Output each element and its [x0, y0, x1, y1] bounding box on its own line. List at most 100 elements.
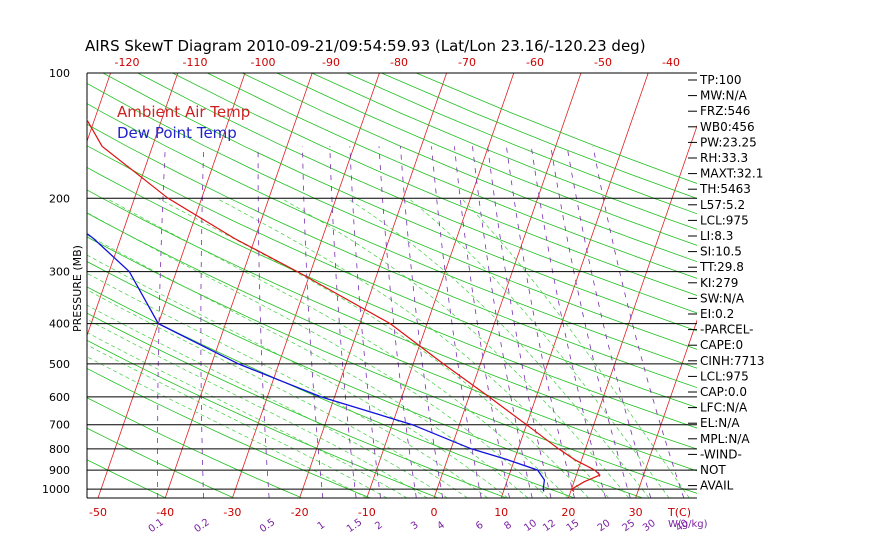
dry-adiabat-line	[172, 73, 697, 296]
top-temp-tick: -110	[183, 56, 208, 69]
dry-adiabat-line	[87, 286, 575, 498]
moist-adiabat-line	[87, 272, 489, 498]
mixing-ratio-tick: 0.5	[258, 517, 277, 535]
top-temp-tick: -60	[526, 56, 544, 69]
mixing-ratio-line	[566, 146, 652, 498]
index-item: PW:23.25	[700, 135, 757, 149]
index-item: MAXT:32.1	[700, 167, 763, 181]
dry-adiabat-line	[276, 73, 697, 246]
dry-adiabat-line	[87, 339, 439, 498]
isotherm-line	[164, 73, 313, 498]
moist-adiabat-line	[87, 356, 367, 498]
mixing-ratio-tick: 0.1	[147, 517, 166, 535]
index-item: -WIND-	[700, 447, 742, 461]
pressure-tick-label: 500	[49, 358, 70, 371]
mixing-ratio-line	[349, 146, 381, 498]
moist-adiabat-line	[157, 197, 589, 498]
index-item: CAPE:0	[700, 338, 743, 352]
index-item: NOT	[700, 463, 726, 477]
y-axis-label: PRESSURE (MB)	[71, 245, 84, 332]
index-item: -PARCEL-	[700, 323, 754, 337]
mixing-ratio-line	[472, 146, 533, 498]
index-item: CAP:0.0	[700, 385, 747, 399]
mixing-ratio-tick: 10	[522, 518, 539, 534]
mixing-ratio-line	[400, 146, 444, 498]
pressure-tick-label: 100	[49, 67, 70, 80]
moist-adiabat-line	[87, 254, 509, 498]
bottom-temp-tick: 0	[431, 506, 438, 519]
dry-adiabat-line	[87, 145, 697, 408]
top-temp-tick: -50	[594, 56, 612, 69]
mixing-ratio-tick: 30	[641, 518, 658, 534]
isotherm-line	[568, 124, 697, 498]
bottom-temp-tick: -10	[358, 506, 376, 519]
moist-adiabat-line	[87, 344, 388, 498]
top-temp-tick: -80	[390, 56, 408, 69]
pressure-tick-label: 900	[49, 464, 70, 477]
mixing-ratio-label: W(g/kg)	[668, 519, 708, 530]
mixing-ratio-tick: 6	[474, 520, 486, 533]
mixing-ratio-tick: 1	[316, 520, 328, 533]
pressure-tick-label: 700	[49, 419, 70, 432]
moist-adiabat-line	[346, 198, 650, 498]
moist-adiabat-line	[461, 198, 690, 498]
moist-adiabat-line	[87, 318, 428, 498]
isotherm-line	[87, 73, 179, 337]
top-temp-tick: -70	[458, 56, 476, 69]
index-item: L57:5.2	[700, 198, 745, 212]
dry-adiabat-line	[87, 166, 697, 429]
mixing-ratio-line	[592, 146, 685, 498]
mixing-ratio-tick: 1.5	[345, 517, 364, 535]
isotherm-line	[500, 73, 649, 498]
pressure-tick-label: 400	[49, 318, 70, 331]
isotherm-line	[232, 73, 380, 498]
isotherm-line	[837, 73, 870, 498]
moist-adiabat-line	[87, 212, 549, 498]
dry-adiabat-line	[207, 73, 697, 279]
moist-adiabat-line	[87, 304, 448, 498]
moist-adiabat-line	[408, 198, 670, 498]
isotherm-line	[299, 73, 447, 498]
index-item: MPL:N/A	[700, 432, 750, 446]
bottom-temp-tick: -20	[291, 506, 309, 519]
moist-adiabat-line	[106, 197, 569, 498]
isotherm-line	[87, 73, 111, 143]
moist-adiabat-line	[216, 197, 609, 498]
bottom-temp-tick: 10	[494, 506, 508, 519]
index-item: MW:N/A	[700, 89, 748, 103]
dry-adiabat-line	[87, 123, 697, 389]
index-item: FRZ:546	[700, 104, 750, 118]
mixing-ratio-tick: 0.2	[192, 517, 211, 535]
index-item: EL:N/A	[700, 416, 740, 430]
pressure-tick-label: 600	[49, 391, 70, 404]
index-item: SI:10.5	[700, 245, 742, 259]
mixing-ratio-tick: 3	[409, 520, 421, 533]
index-item: TH:5463	[699, 182, 751, 196]
bottom-temp-tick: -40	[156, 506, 174, 519]
mixing-ratio-line	[431, 146, 482, 498]
pressure-tick-label: 1000	[42, 483, 70, 496]
isotherm-line	[366, 73, 515, 498]
dry-adiabat-line	[87, 368, 371, 498]
mixing-ratio-line	[550, 146, 631, 498]
chart-title: AIRS SkewT Diagram 2010-09-21/09:54:59.9…	[85, 37, 646, 55]
legend-dew-point-temp: Dew Point Temp	[117, 124, 237, 142]
mixing-ratio-tick: 12	[541, 518, 558, 534]
x-axis-label: T(C)	[667, 506, 691, 519]
isotherm-line	[97, 73, 246, 498]
top-temp-tick: -90	[322, 56, 340, 69]
dry-adiabat-line	[87, 459, 166, 498]
bottom-temp-tick: -30	[223, 506, 241, 519]
index-item: LCL:975	[700, 213, 749, 227]
isotherm-line	[770, 73, 870, 498]
bottom-temp-tick: 20	[561, 506, 575, 519]
top-temp-tick: -120	[115, 56, 140, 69]
legend-ambient-air-temp: Ambient Air Temp	[117, 103, 250, 121]
dry-adiabat-line	[87, 82, 697, 350]
dew-point-temp-line	[87, 232, 546, 492]
moist-adiabat-line	[87, 289, 468, 498]
dry-adiabat-line	[381, 73, 697, 199]
dry-adiabat-line	[87, 427, 235, 498]
